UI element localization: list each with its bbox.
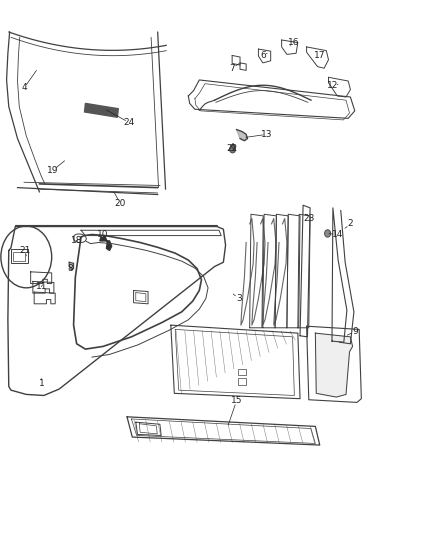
Polygon shape [237, 130, 247, 141]
Circle shape [230, 146, 236, 153]
Text: 7: 7 [229, 64, 235, 72]
Text: 11: 11 [36, 282, 47, 291]
Bar [11, 249, 28, 263]
Text: 9: 9 [352, 327, 358, 336]
Text: 20: 20 [115, 199, 126, 208]
Text: 6: 6 [260, 52, 266, 60]
Text: 13: 13 [261, 130, 273, 139]
Text: 3: 3 [236, 294, 242, 303]
Text: 2: 2 [348, 220, 353, 228]
Text: 4: 4 [21, 84, 27, 92]
Text: 23: 23 [303, 214, 314, 223]
Text: 8: 8 [67, 264, 73, 272]
Polygon shape [69, 262, 74, 270]
Text: 22: 22 [226, 144, 238, 152]
Bar [238, 378, 246, 385]
Text: 12: 12 [327, 81, 339, 90]
Text: 21: 21 [20, 246, 31, 255]
Polygon shape [100, 237, 112, 251]
Text: 19: 19 [47, 166, 58, 175]
Text: 10: 10 [97, 230, 109, 239]
Text: 14: 14 [332, 230, 343, 239]
Polygon shape [315, 333, 353, 397]
Text: 24: 24 [124, 118, 135, 127]
Text: 16: 16 [288, 38, 299, 47]
Text: 15: 15 [231, 397, 242, 405]
Polygon shape [85, 103, 118, 117]
Text: 1: 1 [39, 379, 45, 388]
Text: 17: 17 [314, 52, 325, 60]
Bar [13, 252, 25, 261]
Bar [238, 369, 246, 375]
Text: 18: 18 [71, 237, 82, 245]
Circle shape [325, 230, 331, 237]
